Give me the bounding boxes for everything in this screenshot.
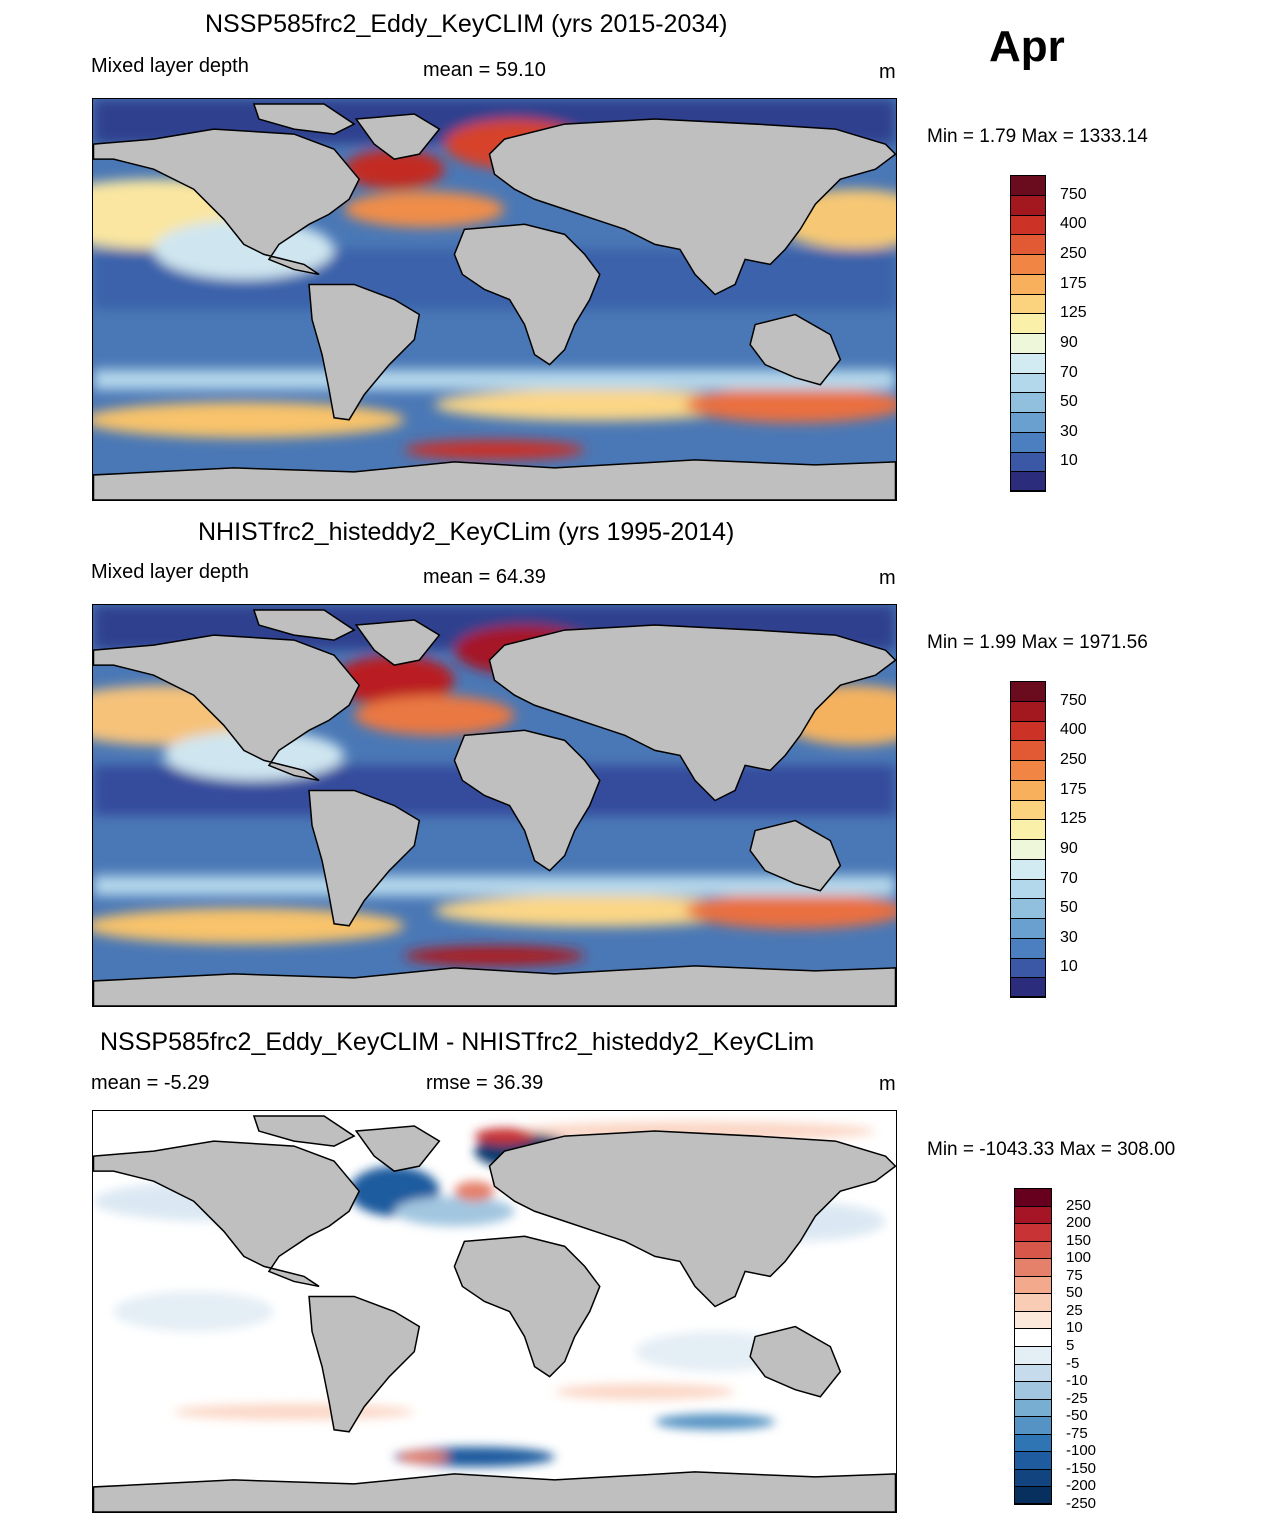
arctic-islands-land (252, 103, 356, 135)
panel-3-units: m (879, 1073, 896, 1095)
panel-3-colorbar: 250 200 150 100 75 50 25 10 5 -5 -10 -25 -50 -75 -100-… (1014, 1188, 1096, 1512)
panel-1-colorbar: 750 400 250 175 125 90 70 50 30 10 (1010, 175, 1087, 492)
south-america-land (308, 789, 421, 927)
greenland-land (354, 619, 441, 666)
panel-2-mean-label: mean = 64.39 (423, 566, 546, 588)
land-masses (93, 103, 896, 500)
panel-3-colorbar-tick-label: 75 (1066, 1266, 1083, 1284)
panel-1-units: m (879, 61, 896, 83)
panel-3-colorbar-tick-label: 100 (1066, 1249, 1092, 1267)
panel-3-colorbar-tick-label: 10 (1066, 1319, 1083, 1337)
panel-2-colorbar-tick-label: 250 (1060, 751, 1087, 768)
north-america-land (93, 1140, 361, 1288)
panel-3-map-svg (93, 1111, 896, 1512)
panel-3-rmse-label: rmse = 36.39 (426, 1072, 544, 1094)
antarctica-land (93, 459, 896, 500)
eurasia-land (488, 118, 896, 296)
month-label: Apr (989, 22, 1065, 71)
panel-1-mean-label: mean = 59.10 (423, 59, 546, 81)
panel-1-colorbar-tick-label: 250 (1060, 245, 1087, 262)
panel-2-title: NHISTfrc2_histeddy2_KeyCLim (yrs 1995-20… (198, 518, 735, 546)
panel-2-colorbar-tick-label: 90 (1060, 839, 1078, 857)
eurasia-land (488, 624, 896, 802)
panel-1-colorbar-tick-label: 400 (1060, 215, 1087, 233)
panel-1-map (92, 98, 897, 501)
south-america-land (308, 283, 421, 421)
australia-land (749, 819, 842, 892)
panel-1-minmax: Min = 1.79 Max = 1333.14 (927, 126, 1148, 147)
arctic-islands-land (252, 1115, 356, 1147)
panel-2-colorbar-tick-label: 10 (1060, 958, 1078, 976)
land-masses (93, 1115, 896, 1512)
north-america-land (93, 634, 361, 782)
arctic-islands-land (252, 609, 356, 641)
greenland-land (354, 113, 441, 160)
panel-1-colorbar-tick-label: 750 (1060, 185, 1087, 203)
panel-1-colorbar-tick-label: 10 (1060, 452, 1078, 470)
panel-3-colorbar-tick-label: 200 (1066, 1214, 1092, 1232)
panel-3-map (92, 1110, 897, 1513)
panel-2-colorbar-tick-label: 125 (1060, 810, 1087, 828)
panel-2-colorbar-border (1010, 681, 1046, 997)
panel-1-colorbar-border (1010, 175, 1046, 491)
panel-3-colorbar-tick-label: -150 (1066, 1459, 1097, 1477)
africa-land (453, 223, 601, 366)
panel-3-mean-label: mean = -5.29 (91, 1072, 210, 1094)
panel-3-colorbar-tick-label: -100 (1066, 1442, 1097, 1460)
mld-field (93, 99, 896, 460)
australia-land (749, 313, 842, 386)
panel-1-colorbar-tick-label: 70 (1060, 363, 1078, 381)
panel-1-variable-label: Mixed layer depth (91, 55, 249, 77)
antarctica-land (93, 965, 896, 1006)
north-america-land (93, 128, 361, 276)
panel-3-colorbar-tick-label: -250 (1066, 1495, 1097, 1512)
panel-1-map-svg (93, 99, 896, 500)
panel-1-colorbar-tick-label: 90 (1060, 333, 1078, 351)
greenland-land (354, 1125, 441, 1172)
panel-3-colorbar-tick-label: -10 (1066, 1372, 1088, 1390)
south-america-land (308, 1295, 421, 1433)
panel-3-colorbar-tick-label: -200 (1066, 1477, 1097, 1495)
panel-3-colorbar-tick-label: -25 (1066, 1389, 1088, 1407)
panel-2-colorbar-tick-label: 50 (1060, 899, 1078, 917)
panel-3-colorbar-tick-label: -5 (1066, 1354, 1080, 1372)
panel-3-title: NSSP585frc2_Eddy_KeyCLIM - NHISTfrc2_his… (100, 1028, 815, 1056)
panel-2-map (92, 604, 897, 1007)
panel-3-colorbar-tick-label: -75 (1066, 1424, 1088, 1442)
eurasia-land (488, 1130, 896, 1308)
panel-2-colorbar-tick-label: 400 (1060, 721, 1087, 739)
australia-land (749, 1325, 842, 1398)
panel-3-colorbar-tick-label: 50 (1066, 1284, 1083, 1302)
africa-land (453, 729, 601, 872)
panel-2-colorbar: 750 400 250 175 125 90 70 50 30 10 (1010, 681, 1087, 998)
panel-2-units: m (879, 567, 896, 589)
africa-land (453, 1235, 601, 1378)
panel-2-minmax: Min = 1.99 Max = 1971.56 (927, 632, 1148, 653)
panel-3-colorbar-tick-label: 250 (1066, 1196, 1092, 1214)
panel-3-minmax: Min = -1043.33 Max = 308.00 (927, 1139, 1176, 1160)
panel-1-colorbar-tick-label: 50 (1060, 393, 1078, 411)
panel-2-colorbar-tick-label: 750 (1060, 691, 1087, 709)
land-masses (93, 609, 896, 1006)
panel-1-colorbar-tick-label: 30 (1060, 422, 1078, 440)
panel-3-colorbar-tick-label: 5 (1066, 1337, 1075, 1354)
panel-1-colorbar-tick-label: 125 (1060, 304, 1087, 322)
panel-3-colorbar-tick-label: 150 (1066, 1231, 1092, 1249)
antarctica-land (93, 1471, 896, 1512)
panel-2-variable-label: Mixed layer depth (91, 561, 249, 583)
panel-1-colorbar-tick-label: 175 (1060, 274, 1087, 292)
panel-2-colorbar-tick-label: 30 (1060, 928, 1078, 946)
panel-2-map-svg (93, 605, 896, 1006)
panel-3-colorbar-tick-label: 25 (1066, 1301, 1083, 1319)
panel-2-colorbar-tick-label: 175 (1060, 780, 1087, 798)
panel-1-title: NSSP585frc2_Eddy_KeyCLIM (yrs 2015-2034) (205, 10, 728, 38)
panel-3-colorbar-tick-label: -50 (1066, 1407, 1088, 1425)
panel-2-colorbar-tick-label: 70 (1060, 869, 1078, 887)
panel-3-colorbar-border (1014, 1188, 1052, 1504)
